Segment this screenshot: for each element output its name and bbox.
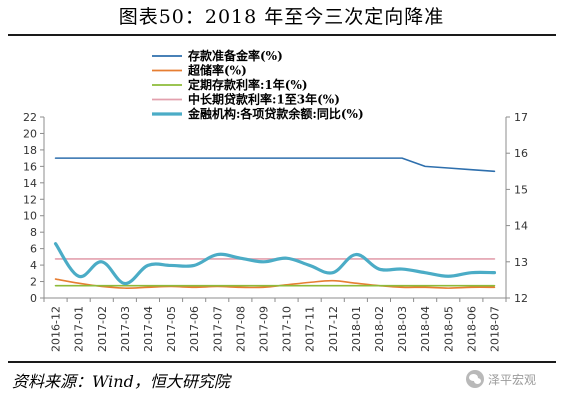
x-tick-label: 2017-03 [119,306,132,352]
x-tick-label: 2017-02 [96,306,109,352]
x-tick-label: 2017-10 [281,306,294,352]
x-tick-label: 2018-01 [350,306,363,352]
left-tick-label: 10 [23,210,37,223]
x-tick-label: 2017-08 [234,306,247,352]
x-tick-label: 2018-07 [488,306,501,352]
x-tick-label: 2017-12 [327,306,340,352]
left-tick-label: 14 [23,177,37,190]
x-tick-label: 2017-06 [188,306,201,352]
source-note: 资料来源：Wind，恒大研究院 [12,372,230,391]
x-tick-label: 2016-12 [50,306,63,352]
x-tick-label: 2017-07 [211,306,224,352]
chart-title: 图表50：2018 年至今三次定向降准 [118,6,445,28]
left-tick-label: 4 [30,259,37,272]
left-tick-label: 20 [23,127,37,140]
left-tick-label: 0 [30,292,37,305]
left-tick-label: 22 [23,111,37,124]
right-tick-label: 14 [514,220,528,233]
right-tick-label: 15 [514,183,528,196]
legend-label-1: 超储率(%) [187,63,247,78]
legend-label-0: 存款准备金率(%) [187,48,283,63]
x-tick-label: 2017-04 [142,306,155,352]
left-tick-label: 18 [23,144,37,157]
left-tick-label: 6 [30,243,37,256]
legend-label-4: 金融机构:各项贷款余额:同比(%) [187,106,364,121]
series-line-0 [54,157,496,173]
legend-label-3: 中长期贷款利率:1至3年(%) [188,92,340,107]
x-tick-label: 2018-03 [396,306,409,352]
x-tick-label: 2018-02 [373,306,386,352]
watermark-text: 泽平宏观 [488,372,537,387]
x-tick-label: 2018-05 [442,306,455,352]
x-tick-label: 2018-04 [419,306,432,352]
wechat-icon [466,370,484,388]
right-tick-label: 16 [514,147,528,160]
x-tick-label: 2018-06 [465,306,478,352]
x-tick-label: 2017-11 [304,306,317,352]
left-tick-label: 16 [23,160,37,173]
right-tick-label: 13 [514,256,528,269]
x-tick-label: 2017-01 [73,306,86,352]
bottom-rule [8,361,556,363]
top-rule [8,34,556,36]
x-tick-label: 2017-05 [165,306,178,352]
legend-label-2: 定期存款利率:1年(%) [188,77,308,92]
series-line-4 [53,242,497,286]
right-tick-label: 17 [514,111,528,124]
left-tick-label: 12 [23,193,37,206]
x-tick-label: 2017-09 [257,306,270,352]
watermark: 泽平宏观 [466,368,536,390]
left-tick-label: 8 [30,226,37,239]
right-tick-label: 12 [514,292,528,305]
left-tick-label: 2 [30,276,37,289]
